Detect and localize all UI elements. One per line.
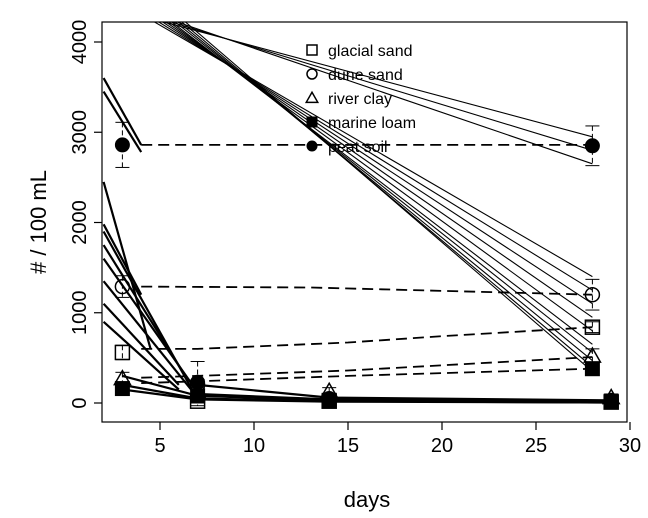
x-tick-label: 15 (337, 435, 359, 457)
dashed-line (141, 367, 593, 384)
dashed-line (141, 356, 593, 379)
y-tick-label: 0 (69, 397, 91, 408)
legend-entry: dune sand (306, 67, 403, 84)
legend-entry: glacial sand (306, 43, 413, 60)
data-points (113, 137, 621, 410)
data-point-marine-loam (584, 361, 600, 377)
dashed-lines (141, 144, 593, 384)
x-axis-title: days (344, 487, 390, 512)
data-point-peat-soil (584, 138, 600, 154)
error-bar (115, 121, 130, 168)
data-point-dune-sand (114, 278, 131, 295)
data-point-glacial-sand (114, 344, 131, 361)
legend: glacial sand dune sand river clay marine lo… (304, 43, 416, 156)
x-tick-label: 20 (431, 435, 453, 457)
error-bar (115, 344, 130, 361)
legend-marker (306, 140, 318, 152)
legend-label: peat soil (328, 139, 388, 156)
decay-line (102, 320, 180, 391)
data-point-peat-soil (190, 374, 206, 390)
data-point-dune-sand (584, 286, 601, 303)
x-tick-label: 5 (154, 435, 165, 457)
regression-line (177, 22, 593, 362)
legend-entry: marine loam (306, 115, 416, 132)
dashed-line (141, 285, 593, 296)
legend-label: river clay (328, 91, 392, 108)
y-tick-label: 1000 (69, 291, 91, 336)
data-point-marine-loam (190, 388, 206, 404)
regression-line (168, 22, 593, 332)
data-point-peat-soil (114, 137, 130, 153)
decay-line (102, 77, 143, 146)
dashed-line (141, 326, 593, 350)
legend-marker (304, 90, 320, 104)
legend-label: dune sand (328, 67, 403, 84)
y-tick-label: 4000 (69, 20, 91, 65)
decay-line (102, 280, 199, 399)
decay-line (102, 302, 180, 386)
decay-line (102, 223, 143, 296)
legend-entry: river clay (304, 90, 392, 108)
regression-line (165, 22, 593, 318)
plot-content (102, 22, 621, 410)
y-axis-title: # / 100 mL (26, 170, 51, 274)
y-tick-label: 2000 (69, 200, 91, 245)
data-point-marine-loam (114, 381, 130, 397)
x-tick-label: 10 (243, 435, 265, 457)
decay-line (102, 181, 152, 350)
legend-entry: peat soil (306, 139, 388, 156)
data-point-glacial-sand (584, 319, 601, 335)
regression-line (153, 22, 593, 278)
legend-marker (306, 44, 318, 56)
x-tick-label: 30 (619, 435, 641, 457)
error-bars (115, 121, 619, 407)
legend-marker (306, 116, 318, 128)
axes: 5 10 15 20 25 30 0 1000 2000 3000 4000 (69, 20, 641, 457)
regression-line (157, 22, 593, 291)
x-tick-label: 25 (525, 435, 547, 457)
error-bar (585, 278, 600, 311)
data-point-peat-soil (321, 390, 337, 406)
legend-marker (306, 68, 318, 80)
regression-line (161, 22, 593, 305)
regression-line (174, 22, 593, 353)
regression-line (184, 22, 593, 372)
legend-label: marine loam (328, 115, 416, 132)
regression-line (169, 22, 593, 151)
data-point-peat-soil (603, 392, 619, 408)
y-tick-label: 3000 (69, 110, 91, 155)
legend-label: glacial sand (328, 43, 413, 60)
error-bar (585, 321, 600, 334)
regression-line (170, 22, 593, 345)
regression-lines (153, 22, 593, 372)
decay-line (122, 388, 612, 404)
